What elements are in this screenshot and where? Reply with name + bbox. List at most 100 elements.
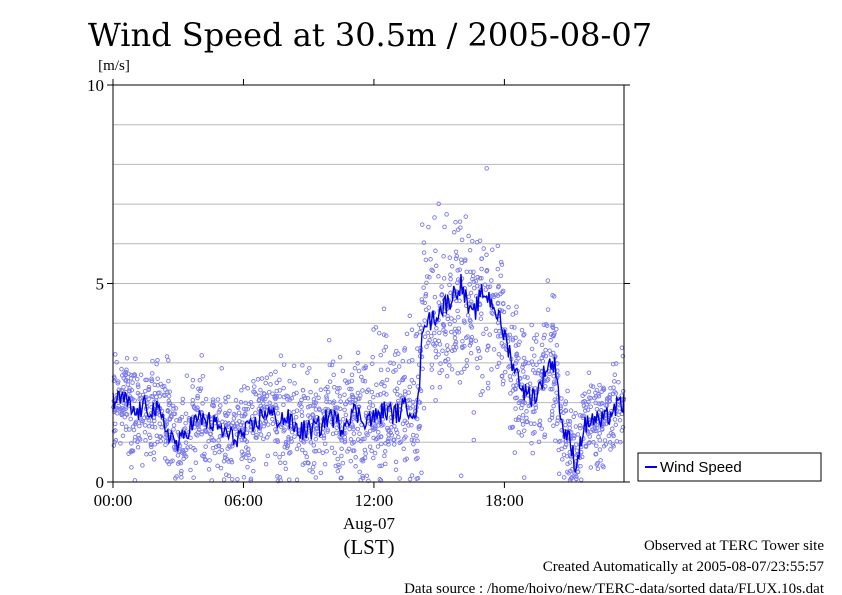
data-point (335, 386, 340, 391)
data-point (602, 438, 608, 443)
data-point (582, 399, 587, 404)
data-point (360, 378, 366, 383)
data-point (535, 370, 540, 376)
data-point (484, 268, 489, 274)
data-point (513, 395, 518, 401)
data-point (533, 405, 539, 410)
data-point (122, 371, 127, 376)
data-point (128, 416, 133, 422)
data-point (366, 405, 372, 410)
data-point (513, 343, 519, 348)
data-point (345, 449, 350, 454)
data-point (475, 365, 480, 371)
data-point (407, 313, 413, 319)
data-point (262, 421, 267, 426)
data-point (212, 450, 218, 456)
data-point (606, 433, 612, 439)
data-point (591, 440, 596, 445)
data-point (181, 427, 186, 432)
data-point (392, 442, 397, 447)
data-point (311, 443, 317, 448)
data-point (281, 385, 286, 391)
data-point (402, 418, 408, 424)
data-point (541, 351, 546, 357)
data-point (423, 257, 429, 263)
data-point (597, 447, 603, 452)
data-point (196, 429, 201, 435)
data-point (455, 371, 460, 376)
data-point (239, 413, 245, 419)
data-point (608, 385, 613, 391)
data-point (375, 429, 381, 435)
data-point (343, 412, 349, 418)
data-point (362, 436, 367, 442)
data-point (459, 237, 465, 243)
data-point (438, 361, 443, 366)
data-point (451, 230, 457, 235)
data-point (180, 447, 185, 453)
data-point (273, 438, 278, 444)
data-point (439, 368, 445, 373)
data-point (373, 423, 378, 429)
data-point (560, 457, 565, 462)
data-point (227, 444, 233, 450)
data-point (332, 405, 338, 411)
data-point (278, 460, 283, 466)
data-point (400, 377, 405, 382)
data-point (478, 392, 483, 398)
data-point (460, 338, 465, 344)
data-point (551, 423, 556, 428)
data-point (143, 438, 148, 443)
data-point (483, 326, 489, 332)
data-point (534, 362, 539, 367)
data-point (289, 439, 294, 444)
data-point (430, 268, 436, 274)
x-tick-label: 00:00 (94, 491, 133, 510)
data-point (355, 350, 361, 356)
data-point (280, 451, 286, 457)
data-point (429, 362, 435, 367)
data-point (305, 370, 310, 375)
data-point (286, 451, 292, 456)
data-point (501, 309, 507, 315)
data-point (335, 456, 340, 462)
data-point (519, 327, 525, 333)
data-point (167, 400, 173, 406)
data-point (203, 396, 209, 402)
data-point (329, 362, 335, 368)
data-point (397, 440, 402, 446)
data-point (215, 397, 221, 402)
data-point (468, 340, 474, 346)
data-point (376, 423, 381, 428)
data-point (316, 395, 321, 401)
data-point (166, 398, 172, 404)
data-point (480, 374, 485, 379)
data-point (409, 473, 415, 478)
data-point (217, 434, 223, 439)
data-point (278, 353, 284, 358)
data-point (275, 474, 280, 479)
data-point (362, 379, 368, 384)
data-point (586, 389, 592, 394)
data-point (433, 263, 439, 269)
data-point (378, 367, 384, 373)
data-point (216, 438, 221, 443)
data-point (506, 305, 511, 310)
data-point (171, 406, 176, 411)
data-point (337, 394, 343, 399)
data-point (332, 450, 337, 456)
data-point (266, 432, 272, 437)
data-point (235, 405, 241, 411)
data-point (392, 388, 398, 393)
data-point (397, 476, 402, 481)
data-point (119, 421, 125, 427)
data-point (468, 318, 473, 324)
data-point (410, 357, 415, 363)
data-point (305, 460, 310, 465)
data-point (378, 352, 383, 358)
data-point (146, 386, 152, 392)
data-point (542, 432, 548, 437)
data-point (559, 396, 564, 401)
data-point (525, 375, 530, 380)
data-point (318, 470, 324, 476)
